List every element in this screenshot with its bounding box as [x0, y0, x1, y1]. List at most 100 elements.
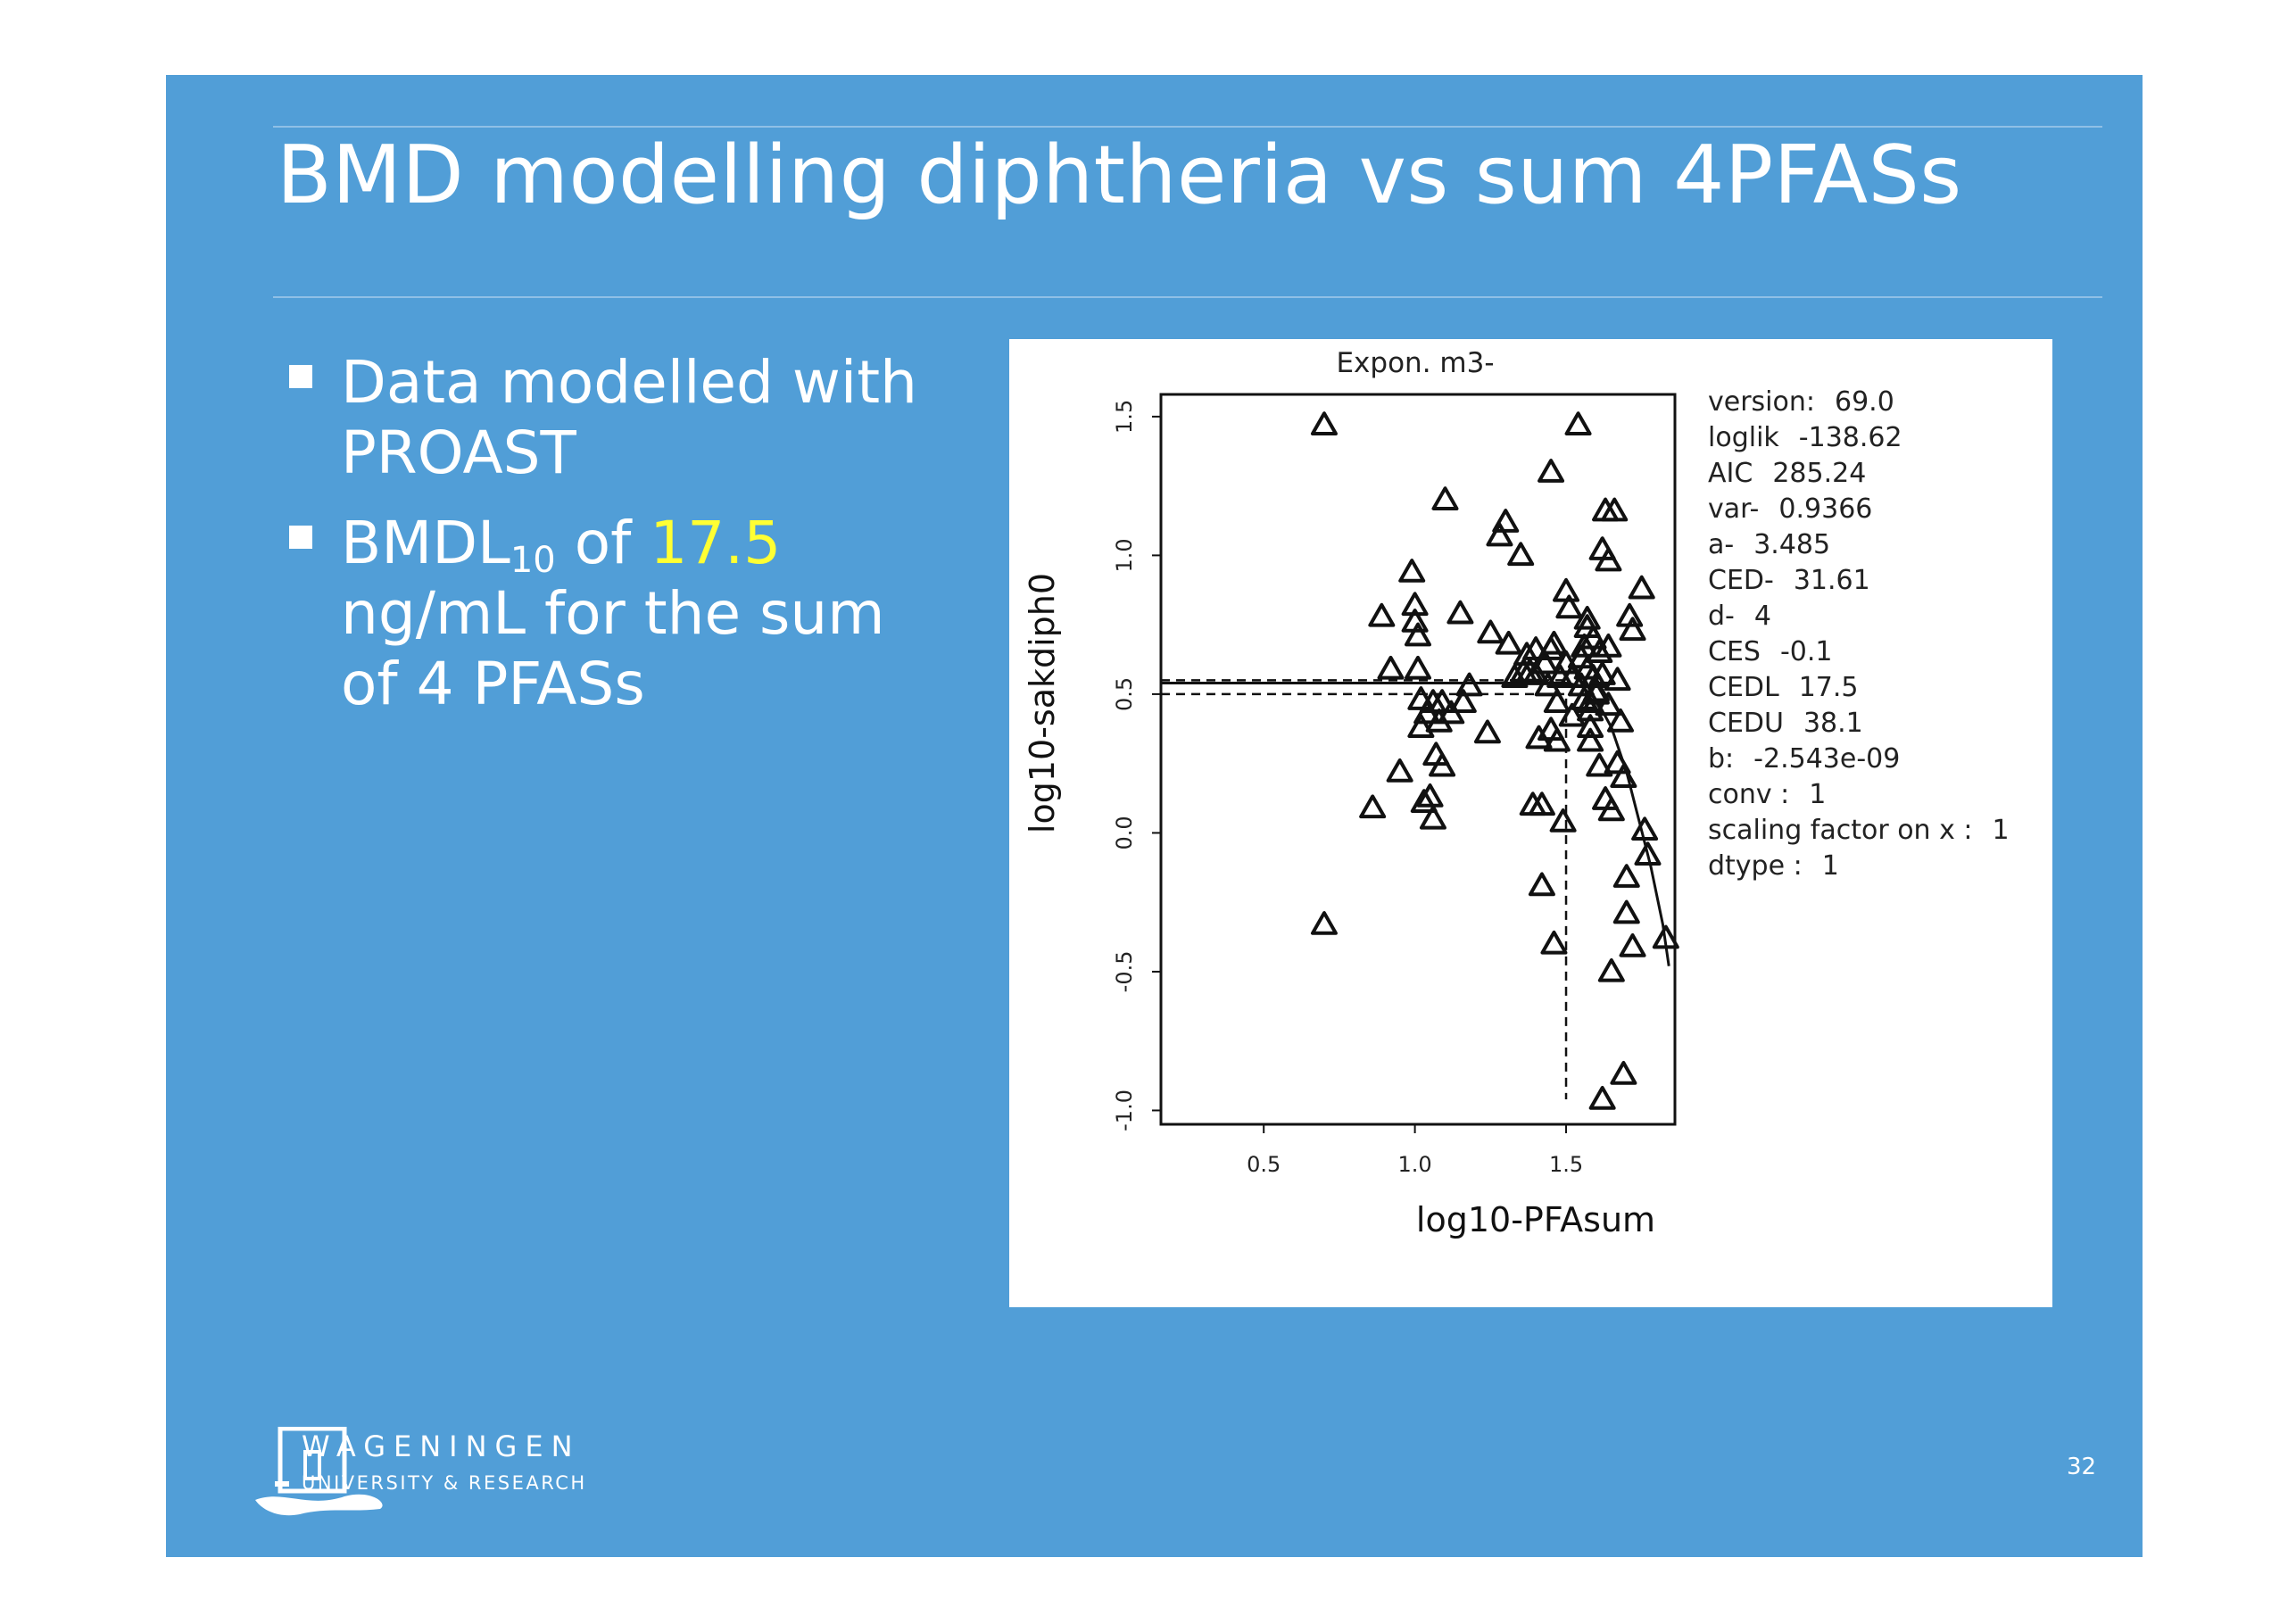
bullet-text: ng/mL for the sum — [341, 579, 885, 648]
annotation-value: 69.0 — [1835, 386, 1894, 418]
slide-title: BMD modelling diphtheria vs sum 4PFASs — [277, 128, 1962, 222]
data-point — [1607, 708, 1635, 733]
annotation-key: loglik — [1708, 422, 1779, 453]
annotation-key: scaling factor on x : — [1708, 815, 1973, 846]
data-point — [1634, 841, 1662, 866]
annotation-value: 0.9366 — [1778, 493, 1872, 525]
data-point — [1477, 619, 1504, 644]
data-point — [1601, 497, 1629, 522]
annotation-key: var- — [1708, 493, 1759, 525]
annotation-value: -0.1 — [1780, 636, 1833, 667]
data-point — [1610, 764, 1637, 788]
data-point — [1652, 924, 1679, 949]
title-top-rule — [273, 126, 2102, 128]
data-point — [1407, 686, 1435, 710]
data-point — [1540, 630, 1568, 655]
data-point — [1386, 758, 1413, 783]
data-point — [1612, 899, 1640, 924]
data-point — [1531, 650, 1559, 675]
wur-logo-icon — [255, 1427, 383, 1516]
data-point — [1431, 486, 1459, 510]
data-point — [1588, 1086, 1616, 1110]
y-axis-label: log10-sakdiph0 — [1023, 573, 1062, 833]
bmdl-value-highlight: 17.5 — [650, 509, 782, 577]
annotation-key: CED- — [1708, 565, 1774, 596]
annotation-value: 1 — [1993, 815, 2010, 846]
data-point — [1455, 672, 1483, 697]
data-point — [1619, 617, 1646, 642]
bullet-square-icon — [289, 526, 312, 549]
annotation-key: CEDU — [1708, 708, 1784, 739]
data-point — [1555, 594, 1583, 619]
bullet-text: PROAST — [341, 418, 576, 487]
data-point — [1549, 808, 1577, 833]
data-point — [1429, 752, 1456, 777]
data-point — [1405, 622, 1431, 647]
chart-panel: Expon. m3- log10-sakdiph0 log10-PFAsum 0… — [1009, 339, 2052, 1307]
data-point — [1577, 727, 1604, 752]
annotation-value: 4 — [1754, 601, 1771, 632]
data-point — [1446, 600, 1474, 625]
data-point — [1538, 459, 1565, 483]
annotation-key: b: — [1708, 743, 1734, 775]
bullet-item: Data modelled with PROAST — [284, 347, 1015, 488]
data-point — [1534, 672, 1562, 697]
data-point — [1398, 559, 1426, 583]
data-point — [1595, 547, 1622, 572]
data-point — [1588, 661, 1616, 685]
x-tick-label: 0.5 — [1247, 1152, 1281, 1177]
data-point — [1405, 655, 1431, 680]
data-point — [1492, 509, 1520, 533]
bullet-text: of 4 PFASs — [341, 650, 645, 718]
scatter-chart: Expon. m3- log10-sakdiph0 log10-PFAsum 0… — [1023, 347, 2010, 1239]
data-point — [1543, 727, 1571, 752]
data-point — [1310, 411, 1338, 435]
data-point — [1597, 957, 1625, 982]
annotation-value: 285.24 — [1772, 458, 1866, 489]
annotation-value: 38.1 — [1803, 708, 1863, 739]
data-point — [1359, 794, 1387, 819]
data-point — [1553, 577, 1580, 602]
data-point — [1610, 1061, 1637, 1085]
annotation-key: a- — [1708, 529, 1734, 560]
data-point — [1401, 592, 1429, 617]
annotation-key: AIC — [1708, 458, 1753, 489]
data-point — [1522, 636, 1550, 660]
annotation-value: -138.62 — [1799, 422, 1902, 453]
annotation-key: dtype : — [1708, 850, 1803, 882]
plot-frame — [1159, 393, 1677, 1126]
data-point — [1368, 602, 1396, 627]
data-point — [1628, 575, 1655, 600]
data-point — [1604, 750, 1631, 775]
bmdl-label: BMDL — [341, 509, 510, 577]
annotation-key: CEDL — [1708, 672, 1779, 703]
y-tick-label: -0.5 — [1112, 951, 1137, 993]
data-point — [1631, 816, 1659, 841]
title-bottom-rule — [273, 296, 2102, 298]
y-tick-label: 0.0 — [1112, 816, 1137, 849]
data-point — [1525, 725, 1553, 750]
data-point — [1473, 719, 1501, 744]
data-point — [1604, 667, 1631, 692]
annotation-key: conv : — [1708, 779, 1789, 810]
data-point — [1410, 789, 1438, 813]
annotation-key: CES — [1708, 636, 1761, 667]
annotation-value: -2.543e-09 — [1753, 743, 1900, 775]
slide: BMD modelling diphtheria vs sum 4PFASs D… — [166, 75, 2143, 1557]
data-point — [1495, 630, 1522, 655]
logo-name: WAGENINGEN — [302, 1429, 581, 1463]
data-point — [1571, 634, 1598, 658]
data-point — [1579, 625, 1607, 650]
data-point — [1377, 655, 1405, 680]
data-point — [1619, 932, 1646, 957]
y-tick-label: 1.0 — [1112, 538, 1137, 572]
data-point — [1577, 714, 1604, 738]
y-tick-label: 1.5 — [1112, 400, 1137, 434]
x-tick-label: 1.5 — [1549, 1152, 1583, 1177]
chart-title: Expon. m3- — [1336, 347, 1494, 379]
data-point — [1507, 542, 1535, 567]
data-point — [1528, 791, 1555, 816]
data-point — [1449, 689, 1477, 713]
data-point — [1577, 697, 1604, 722]
data-point — [1419, 805, 1446, 830]
